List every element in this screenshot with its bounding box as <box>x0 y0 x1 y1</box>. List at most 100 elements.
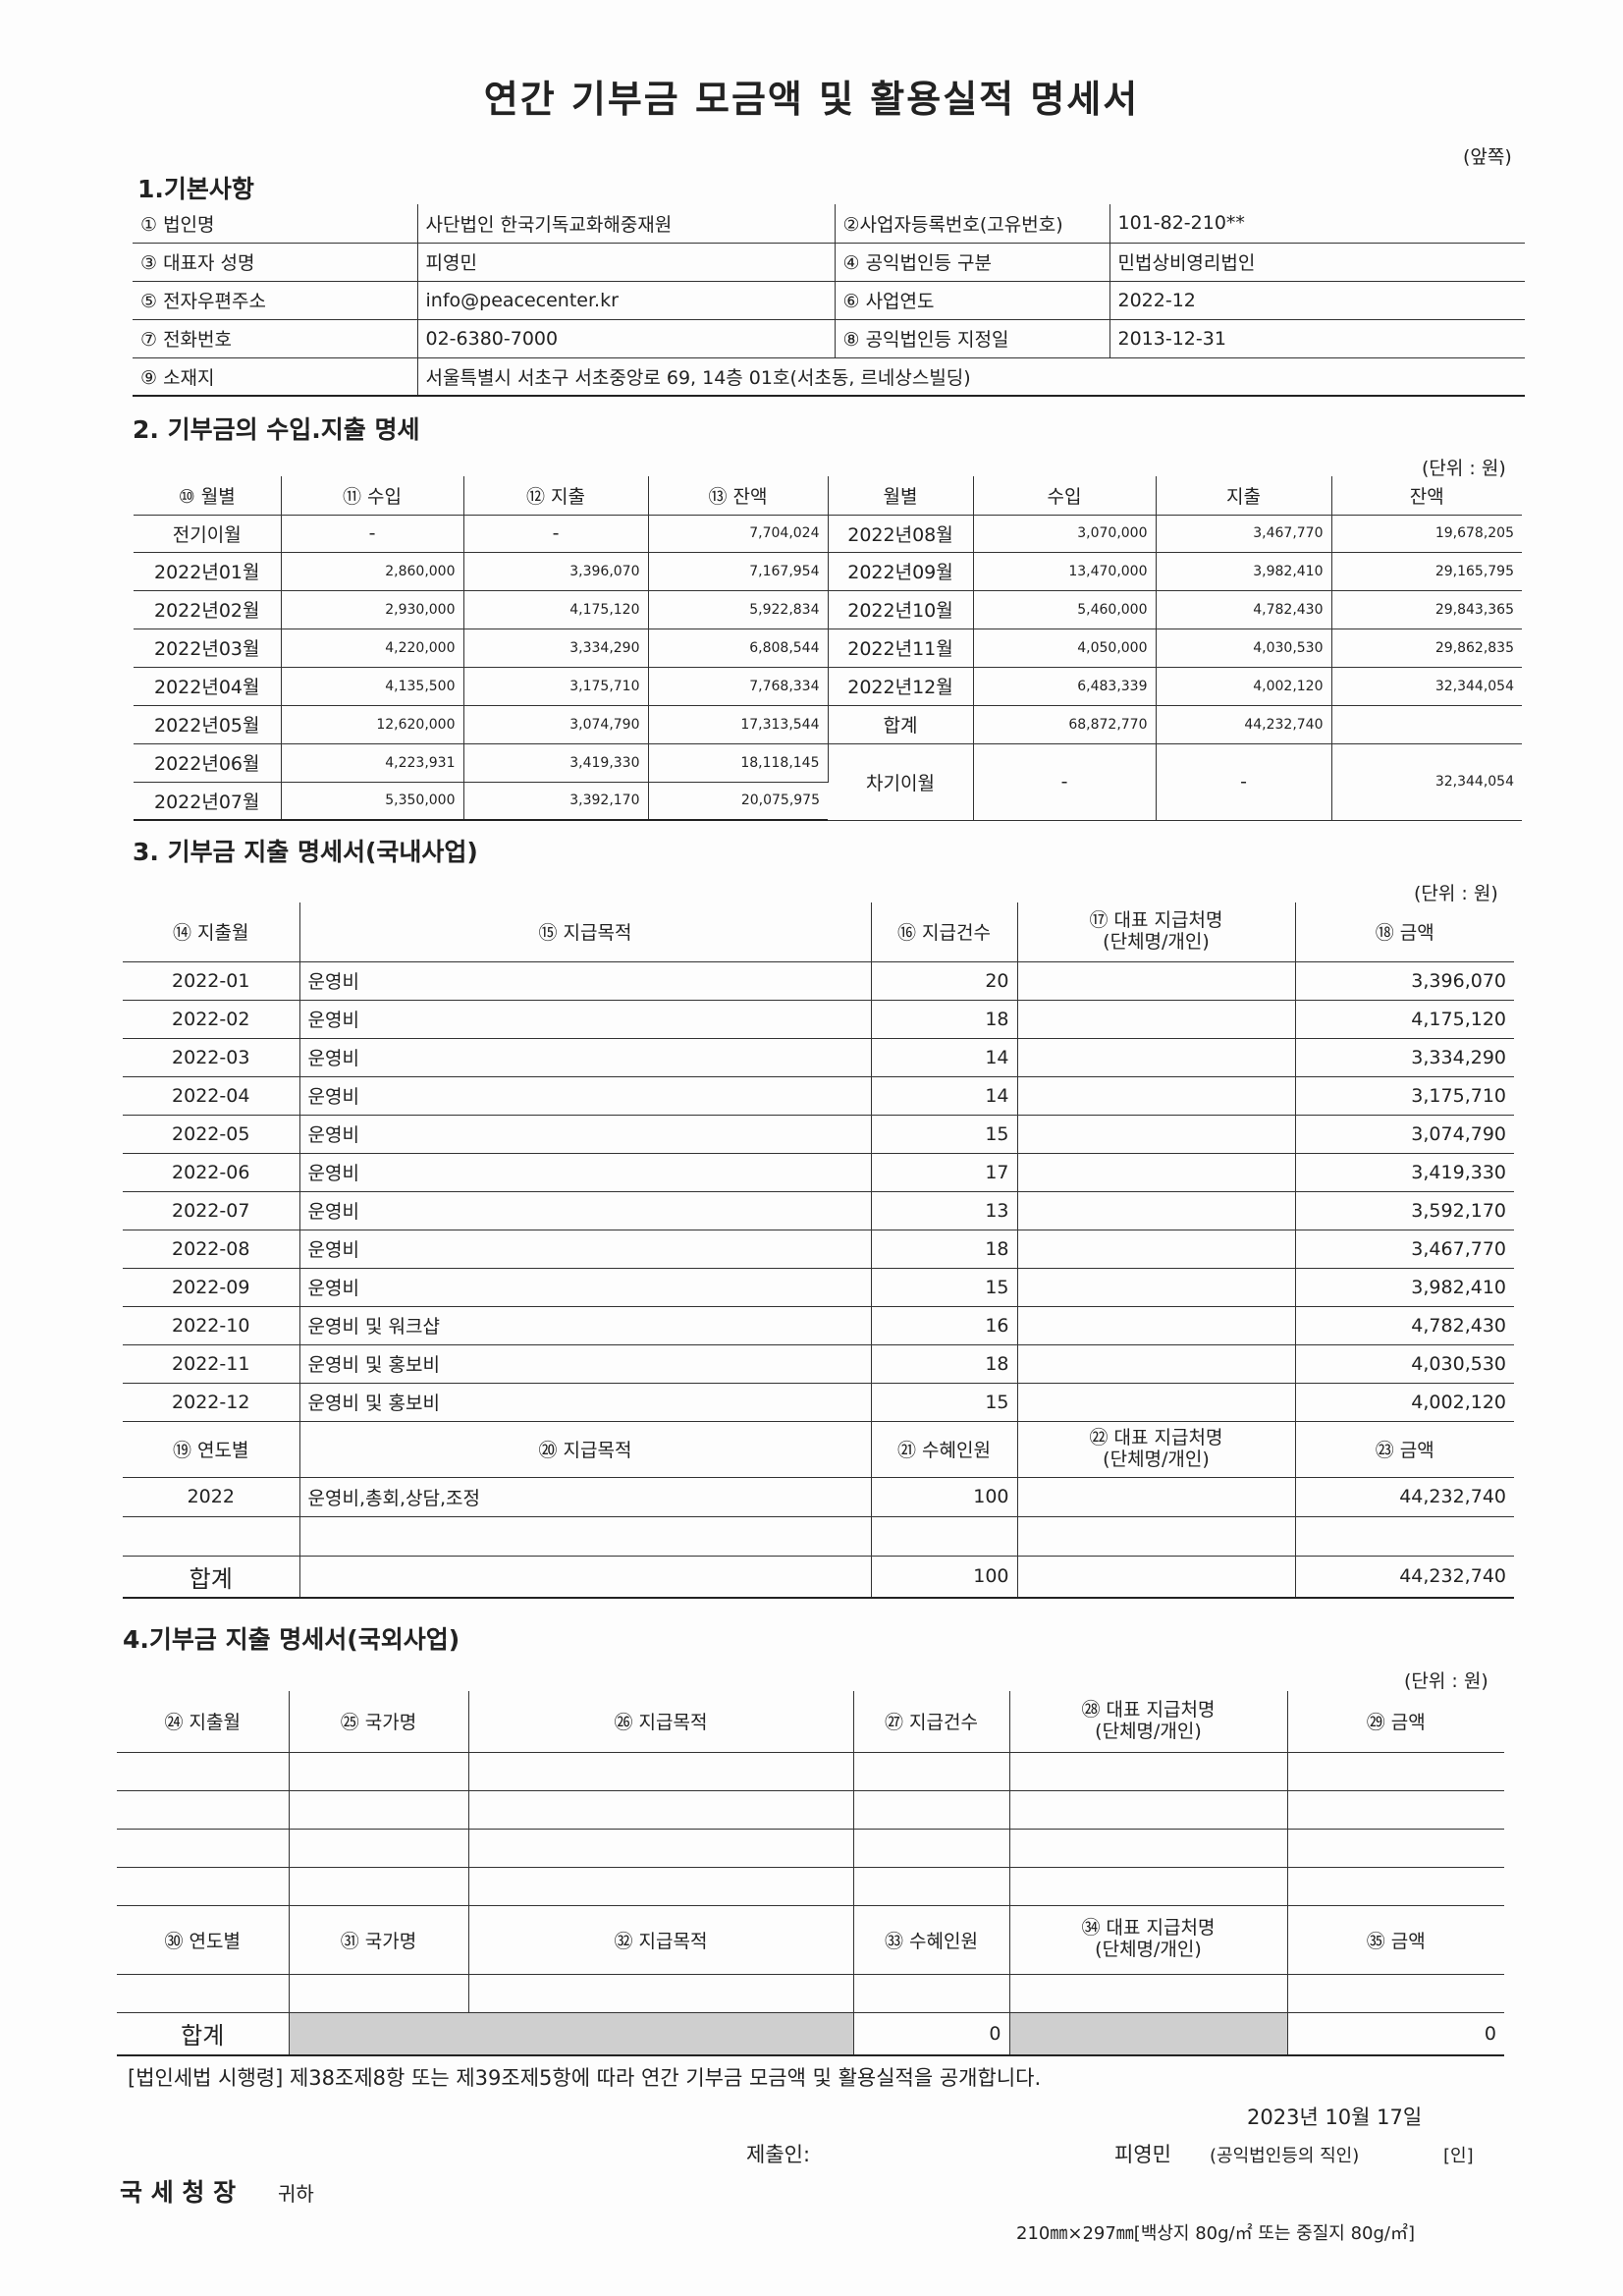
table-cell <box>123 1516 300 1557</box>
table-cell: 29,862,835 <box>1331 629 1522 668</box>
table-cell <box>289 1752 469 1791</box>
table-cell: 2,930,000 <box>281 590 464 629</box>
table-cell: 2022년08월 <box>828 515 974 553</box>
table-cell: 15 <box>871 1115 1018 1154</box>
table-cell: 2022년09월 <box>828 552 974 591</box>
table-cell: 4,220,000 <box>281 629 464 668</box>
table-cell <box>853 1790 1010 1830</box>
page-side: (앞쪽) <box>1463 146 1512 168</box>
section3-heading: 3. 기부금 지출 명세서(국내사업) <box>133 838 478 866</box>
table-cell: - <box>281 515 464 553</box>
table-cell: 운영비 <box>299 1038 872 1077</box>
table-cell: ⑯ 지급건수 <box>871 902 1018 962</box>
table-cell: ③ 대표자 성명 <box>133 243 418 282</box>
table-cell: 2022-01 <box>123 961 300 1001</box>
section2-heading: 2. 기부금의 수입.지출 명세 <box>133 415 420 444</box>
table-cell <box>1017 1306 1296 1345</box>
table-cell: ㉛ 국가명 <box>289 1905 469 1975</box>
table-row <box>123 1516 1514 1557</box>
table-cell: ㉟ 금액 <box>1287 1905 1504 1975</box>
table-cell: 4,782,430 <box>1156 590 1332 629</box>
table-cell: 2022-08 <box>123 1230 300 1269</box>
table-cell <box>1017 1230 1296 1269</box>
table-cell: 합계 <box>123 1556 300 1599</box>
table-cell: ⑥ 사업연도 <box>835 281 1110 320</box>
table-cell: 02-6380-7000 <box>417 319 836 358</box>
table-cell: 3,074,790 <box>463 705 649 744</box>
legal-notice: [법인세법 시행령] 제38조제8항 또는 제39조제5항에 따라 연간 기부금… <box>128 2066 1042 2090</box>
table-cell: ㉒ 대표 지급처명 (단체명/개인) <box>1017 1421 1296 1478</box>
table-cell <box>1287 1867 1504 1906</box>
table-cell: 3,175,710 <box>1295 1076 1514 1116</box>
table-cell: 14 <box>871 1038 1018 1077</box>
table-cell: 7,167,954 <box>648 552 829 591</box>
table-cell: 피영민 <box>417 243 836 282</box>
header-subtext: (단체명/개인) <box>1095 1939 1202 1960</box>
table-cell: 운영비 <box>299 1153 872 1192</box>
table-cell: 3,392,170 <box>463 782 649 821</box>
table-cell: 18 <box>871 1230 1018 1269</box>
table-cell: 18 <box>871 1000 1018 1039</box>
table-cell: 4,002,120 <box>1295 1383 1514 1422</box>
table-row <box>117 1790 1504 1830</box>
header-subtext: (단체명/개인) <box>1103 1448 1210 1470</box>
table-cell: ⑦ 전화번호 <box>133 319 418 358</box>
table-row: 2022년07월 5,350,000 3,392,170 20,075,975 <box>134 782 1522 821</box>
table-cell <box>1009 1974 1288 2013</box>
table-cell: 차기이월 <box>828 743 974 821</box>
seal-mark: [인] <box>1443 2146 1474 2166</box>
table-cell <box>1017 961 1296 1001</box>
table-cell: 2022년03월 <box>134 629 282 668</box>
table-cell: ㉘ 대표 지급처명 (단체명/개인) <box>1009 1691 1288 1753</box>
table-cell <box>1287 1790 1504 1830</box>
table-row: 2022-07 운영비 13 3,592,170 <box>123 1191 1514 1230</box>
table-cell: ⑪ 수입 <box>281 476 464 516</box>
table-cell: 16 <box>871 1306 1018 1345</box>
overseas-expense-table: ㉔ 지출월 ㉕ 국가명 ㉖ 지급목적 ㉗ 지급건수 ㉘ 대표 지급처명 (단체명/개인) ㉙… <box>117 1691 1504 2056</box>
table-cell: 0 <box>1287 2012 1504 2056</box>
table-cell: 2022년01월 <box>134 552 282 591</box>
table-cell <box>1017 1000 1296 1039</box>
table-cell <box>1009 2012 1288 2056</box>
header-row: ⑭ 지출월 ⑮ 지급목적 ⑯ 지급건수 ⑰ 대표 지급처명 (단체명/개인) ⑱ 금액 <box>123 902 1514 962</box>
table-cell: 2022-03 <box>123 1038 300 1077</box>
table-cell: 2022년04월 <box>134 667 282 706</box>
table-cell: 2022-05 <box>123 1115 300 1154</box>
section4-heading: 4.기부금 지출 명세서(국외사업) <box>123 1625 460 1654</box>
table-cell <box>468 1974 854 2013</box>
table-cell: 2022-10 <box>123 1306 300 1345</box>
table-cell: - <box>973 743 1157 821</box>
table-cell: ⑮ 지급목적 <box>299 902 872 962</box>
table-cell <box>289 1867 469 1906</box>
table-cell: 운영비 <box>299 1268 872 1307</box>
table-cell <box>1287 1974 1504 2013</box>
total-row: 합계 0 0 <box>117 2012 1504 2056</box>
table-cell <box>1287 1829 1504 1868</box>
table-cell: 2022-02 <box>123 1000 300 1039</box>
table-cell: 4,175,120 <box>463 590 649 629</box>
table-cell <box>468 1790 854 1830</box>
table-cell: 100 <box>871 1556 1018 1599</box>
table-cell: 3,592,170 <box>1295 1191 1514 1230</box>
table-cell: 4,002,120 <box>1156 667 1332 706</box>
table-cell <box>289 1974 469 2013</box>
table-cell <box>1017 1076 1296 1116</box>
section4-unit: (단위 : 원) <box>1404 1670 1488 1692</box>
table-cell <box>289 1790 469 1830</box>
table-cell: ① 법인명 <box>133 204 418 244</box>
table-cell: info@peacecenter.kr <box>417 281 836 320</box>
table-row: 2022-04 운영비 14 3,175,710 <box>123 1076 1514 1116</box>
table-cell: 18,118,145 <box>648 743 829 783</box>
total-row: 합계 100 44,232,740 <box>123 1556 1514 1599</box>
table-cell: 15 <box>871 1383 1018 1422</box>
header-subtext: (단체명/개인) <box>1095 1720 1202 1742</box>
table-row: 2022 운영비,총회,상담,조정 100 44,232,740 <box>123 1477 1514 1517</box>
table-cell <box>1287 1752 1504 1791</box>
table-cell: 2022년11월 <box>828 629 974 668</box>
section3-unit: (단위 : 원) <box>1414 883 1498 904</box>
table-cell: 0 <box>853 2012 1010 2056</box>
table-cell: 44,232,740 <box>1295 1556 1514 1599</box>
table-cell: 6,483,339 <box>973 667 1157 706</box>
table-cell <box>117 1829 290 1868</box>
header-text: ㉒ 대표 지급처명 <box>1089 1426 1223 1449</box>
